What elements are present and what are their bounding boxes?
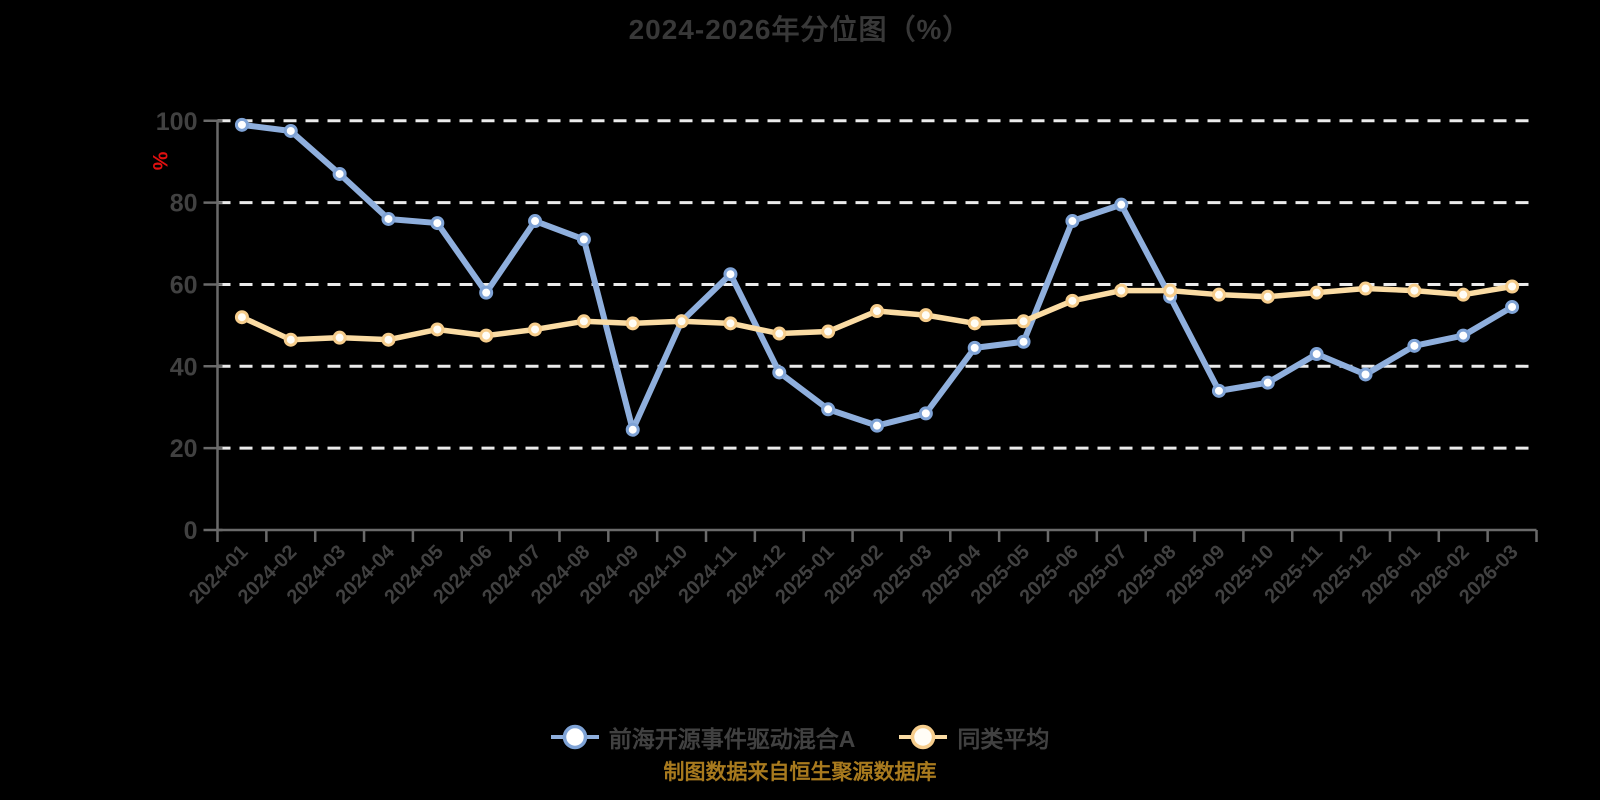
data-point-marker <box>1407 338 1422 353</box>
data-point-marker <box>1505 279 1520 294</box>
data-point-marker <box>430 322 445 337</box>
data-point-marker <box>479 285 494 300</box>
legend-item-fund[interactable]: 前海开源事件驱动混合A <box>550 720 856 754</box>
data-point-marker <box>1114 197 1129 212</box>
data-point-marker <box>1309 347 1324 362</box>
data-point-marker <box>1016 334 1031 349</box>
data-point-marker <box>967 340 982 355</box>
y-axis-name: % <box>148 152 171 171</box>
data-point-marker <box>1358 281 1373 296</box>
data-point-marker <box>332 330 347 345</box>
data-point-marker <box>332 166 347 181</box>
data-point-marker <box>234 310 249 325</box>
data-point-marker <box>1260 289 1275 304</box>
data-point-marker <box>381 211 396 226</box>
legend-marker-average-icon <box>899 724 948 750</box>
data-point-marker <box>1456 287 1471 302</box>
data-point-marker <box>918 308 933 323</box>
legend-item-average[interactable]: 同类平均 <box>899 720 1049 754</box>
data-point-marker <box>918 406 933 421</box>
data-point-marker <box>625 316 640 331</box>
y-axis-label: 40 <box>170 353 198 381</box>
legend-label-average: 同类平均 <box>957 726 1050 752</box>
data-point-marker <box>772 365 787 380</box>
data-point-marker <box>1505 299 1520 314</box>
data-point-marker <box>576 314 591 329</box>
y-axis-label: 80 <box>170 190 198 218</box>
data-point-marker <box>1260 375 1275 390</box>
data-point-marker <box>1065 214 1080 229</box>
y-axis-label: 20 <box>170 435 198 463</box>
data-point-marker <box>870 304 884 319</box>
data-point-marker <box>723 267 738 282</box>
data-point-marker <box>1358 367 1373 382</box>
data-point-marker <box>234 117 249 132</box>
legend-marker-fund-icon <box>550 724 599 750</box>
data-point-marker <box>1211 287 1226 302</box>
data-point-marker <box>528 214 543 229</box>
data-point-marker <box>1211 383 1226 398</box>
data-point-marker <box>1163 283 1178 298</box>
legend-label-fund: 前海开源事件驱动混合A <box>608 726 856 752</box>
data-point-marker <box>625 422 640 437</box>
data-point-marker <box>821 324 836 339</box>
y-axis-label: 0 <box>184 517 198 545</box>
data-point-marker <box>528 322 543 337</box>
data-point-marker <box>430 216 445 231</box>
data-source-note: 制图数据来自恒生聚源数据库 <box>663 761 937 784</box>
data-point-marker <box>1309 285 1324 300</box>
data-point-marker <box>283 123 298 138</box>
data-point-marker <box>723 316 738 331</box>
data-point-marker <box>1456 328 1471 343</box>
y-axis-label: 60 <box>170 271 198 299</box>
data-point-marker <box>967 316 982 331</box>
data-point-marker <box>1065 293 1080 308</box>
data-point-marker <box>1016 314 1031 329</box>
data-point-marker <box>870 418 884 433</box>
data-point-marker <box>283 332 298 347</box>
chart-title: 2024-2026年分位图（%） <box>628 14 972 45</box>
data-point-marker <box>576 232 591 247</box>
data-point-marker <box>1114 283 1129 298</box>
data-point-marker <box>479 328 494 343</box>
chart-legend: 前海开源事件驱动混合A 同类平均 <box>0 712 1600 762</box>
data-point-marker <box>381 332 396 347</box>
data-point-marker <box>772 326 787 341</box>
y-axis-label: 100 <box>156 108 198 136</box>
data-point-marker <box>821 402 836 417</box>
data-point-marker <box>674 314 689 329</box>
data-point-marker <box>1407 283 1422 298</box>
series-line-0 <box>238 121 1516 433</box>
